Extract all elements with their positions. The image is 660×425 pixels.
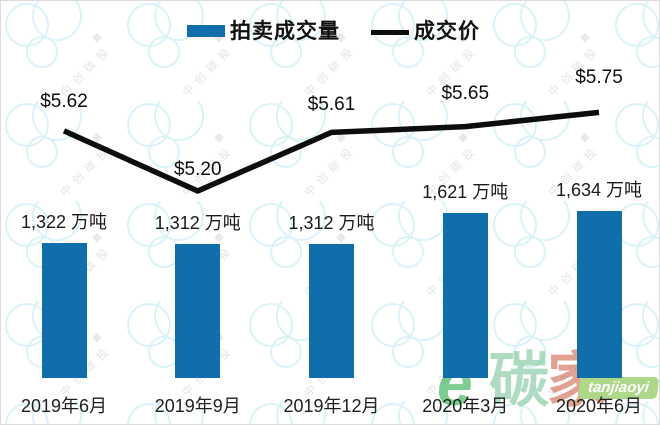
price-line xyxy=(62,109,600,194)
price-point-label: $5.62 xyxy=(40,90,88,112)
legend-bar-swatch xyxy=(187,25,225,37)
bar-value-label: 1,634 万吨 xyxy=(555,180,643,201)
logo-tan-glyph: 碳 xyxy=(489,347,549,414)
x-axis-label: 2019年9月 xyxy=(154,396,241,416)
bar-value-label: 1,312 万吨 xyxy=(154,213,241,234)
bar-value-label: 1,312 万吨 xyxy=(288,213,375,234)
legend-bar-label: 拍卖成交量 xyxy=(230,20,340,43)
price-point-label: $5.75 xyxy=(575,67,623,89)
price-point-label: $5.61 xyxy=(307,94,356,116)
price-point-label: $5.20 xyxy=(173,159,222,180)
bar-value-label: 1,322 万吨 xyxy=(20,212,108,233)
bar xyxy=(41,243,87,378)
price-point-label: $5.65 xyxy=(441,82,490,104)
legend-line-swatch xyxy=(371,29,409,35)
legend: 拍卖成交量 成交价 xyxy=(187,15,480,45)
site-watermark-logo: e 碳 家 tanjiaoyi xyxy=(431,349,659,424)
logo-e-glyph: e xyxy=(437,347,473,419)
x-axis-label: 2019年6月 xyxy=(20,396,108,416)
legend-line-label: 成交价 xyxy=(414,20,480,43)
bar xyxy=(175,244,221,378)
bar-value-label: 1,621 万吨 xyxy=(422,181,509,202)
bar xyxy=(309,244,354,378)
x-axis-label: 2019年12月 xyxy=(283,396,380,416)
logo-badge: tanjiaoyi xyxy=(577,377,659,399)
